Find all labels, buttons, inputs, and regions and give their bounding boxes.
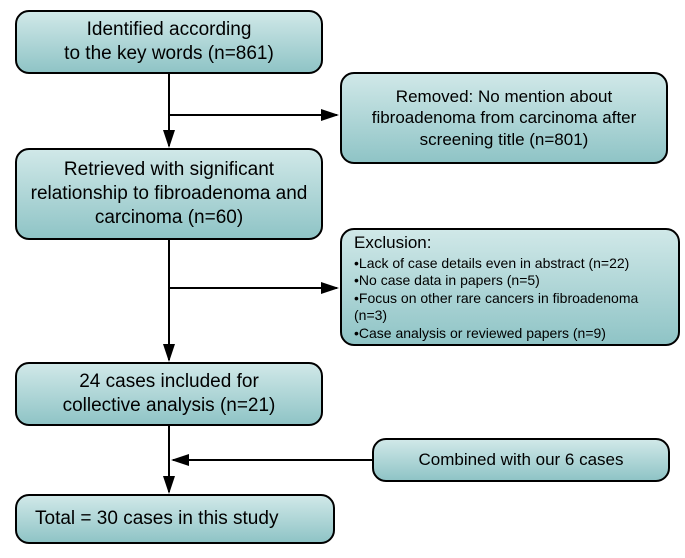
removed-line1: Removed: No mention about: [396, 87, 612, 106]
node-removed: Removed: No mention about fibroadenoma f…: [340, 72, 668, 164]
node-exclusion: Exclusion: •Lack of case details even in…: [340, 228, 680, 346]
identified-line1: Identified according: [87, 19, 252, 40]
exclusion-item: •Focus on other rare cancers in fibroade…: [354, 290, 670, 325]
node-combined: Combined with our 6 cases: [372, 438, 670, 482]
combined-text: Combined with our 6 cases: [418, 450, 623, 469]
retrieved-line1: Retrieved with significant: [64, 159, 274, 180]
exclusion-item: •Case analysis or reviewed papers (n=9): [354, 325, 670, 343]
exclusion-title: Exclusion:: [354, 233, 431, 252]
included-line1: 24 cases included for: [79, 371, 259, 392]
retrieved-line3: carcinoma (n=60): [95, 207, 243, 228]
exclusion-item: •No case data in papers (n=5): [354, 272, 670, 290]
total-text: Total = 30 cases in this study: [35, 508, 278, 529]
identified-line2: to the key words (n=861): [64, 43, 274, 64]
node-included: 24 cases included for collective analysi…: [15, 362, 323, 426]
exclusion-item-2: Focus on other rare cancers in fibroaden…: [354, 290, 638, 324]
node-total: Total = 30 cases in this study: [15, 494, 335, 544]
exclusion-item-1: No case data in papers (n=5): [359, 272, 540, 288]
removed-line3: screening title (n=801): [420, 130, 589, 149]
removed-line2: fibroadenoma from carcinoma after: [372, 108, 637, 127]
node-identified: Identified according to the key words (n…: [15, 10, 323, 74]
exclusion-item-3: Case analysis or reviewed papers (n=9): [359, 325, 606, 341]
exclusion-item-0: Lack of case details even in abstract (n…: [359, 255, 629, 271]
node-retrieved: Retrieved with significant relationship …: [15, 148, 323, 240]
retrieved-line2: relationship to fibroadenoma and: [31, 183, 308, 204]
included-line2: collective analysis (n=21): [63, 395, 276, 416]
exclusion-item: •Lack of case details even in abstract (…: [354, 255, 670, 273]
